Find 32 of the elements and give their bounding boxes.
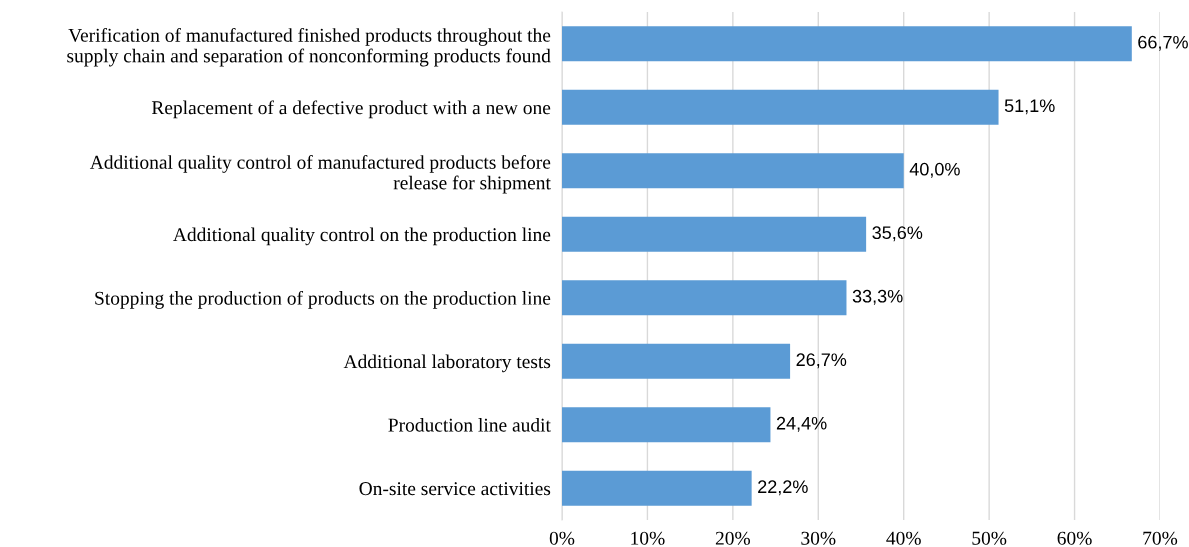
bar xyxy=(562,343,791,379)
x-tick-label: 30% xyxy=(801,531,836,545)
x-tick-label: 10% xyxy=(631,531,665,545)
data-label: 33,3% xyxy=(852,289,903,305)
data-label: 66,7% xyxy=(1138,35,1188,51)
y-tick-label: Production line audit xyxy=(388,418,551,432)
bar xyxy=(562,216,867,252)
y-tick-label: Additional quality control on the production line xyxy=(173,227,551,246)
x-tick-label: 20% xyxy=(715,531,751,545)
x-tick-label: 0% xyxy=(549,531,575,545)
bar xyxy=(562,89,999,125)
bar xyxy=(562,407,771,443)
y-tick-label: On-site service activities xyxy=(359,482,551,496)
data-label: 51,1% xyxy=(1004,99,1055,115)
data-label: 24,4% xyxy=(776,416,827,432)
y-tick-label: Stopping the production of products on the production line xyxy=(95,290,551,309)
data-label: 40,0% xyxy=(909,162,960,178)
x-tick-label: 60% xyxy=(1057,531,1092,545)
bar xyxy=(562,26,1132,62)
bar xyxy=(562,153,904,189)
y-tick-label: Replacement of a defective product with a new one xyxy=(151,100,551,119)
data-label: 35,6% xyxy=(872,226,923,242)
x-tick-label: 50% xyxy=(972,531,1007,545)
data-label: 26,7% xyxy=(796,353,847,369)
y-tick-label: Additional quality control of manufactured products before release for shipment xyxy=(89,154,551,194)
x-tick-label: 70% xyxy=(1143,531,1178,545)
x-tick-label: 40% xyxy=(886,531,921,545)
data-label: 22,2% xyxy=(758,480,808,496)
y-tick-label: Additional laboratory tests xyxy=(343,354,551,373)
y-tick-label: Verification of manufactured finished products throughout the supply chain and separation of nonconforming products found xyxy=(67,27,551,67)
bar xyxy=(562,280,847,316)
bar xyxy=(562,470,752,506)
